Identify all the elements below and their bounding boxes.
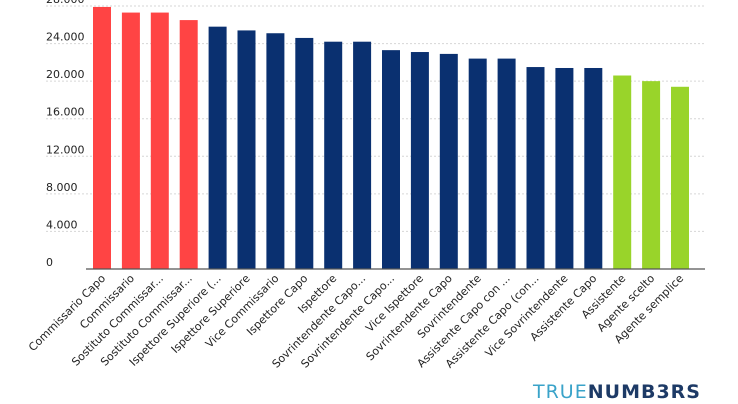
bar: [410, 52, 429, 270]
bar: [468, 58, 487, 269]
bar: [295, 37, 314, 269]
y-tick-label: 20.000: [46, 68, 85, 81]
bar: [150, 12, 169, 269]
grid-lines: [46, 5, 705, 232]
bar: [497, 58, 516, 269]
bar: [584, 67, 603, 269]
bar: [237, 30, 256, 269]
y-tick-label: 12.000: [46, 143, 85, 156]
bar: [526, 67, 545, 269]
bar: [266, 33, 285, 269]
bar: [179, 20, 198, 270]
bar: [382, 50, 400, 270]
bars: [93, 6, 689, 270]
bar: [642, 81, 661, 270]
bar: [613, 75, 632, 269]
bar: [208, 26, 227, 269]
y-axis-ticks: 0 4.000 8.000 12.000 16.000 20.000 24.000 28.00…: [46, 0, 85, 269]
y-tick-label: 4.000: [46, 218, 78, 231]
y-tick-label: 8.000: [46, 181, 78, 194]
y-tick-label: 28.000: [46, 0, 85, 6]
y-tick-label: 0: [46, 256, 53, 269]
y-tick-label: 24.000: [46, 31, 85, 44]
y-tick-label: 16.000: [46, 106, 85, 119]
bar: [93, 6, 111, 269]
bar: [353, 41, 372, 269]
bar: [324, 41, 343, 269]
logo-text-true: TRUE: [533, 381, 588, 403]
bar: [671, 86, 689, 270]
logo-text-numbers: NUMB3RS: [587, 381, 701, 403]
bar: [555, 67, 574, 269]
bar: [439, 53, 458, 270]
bar: [121, 12, 140, 269]
truenumbers-logo: TRUENUMB3RS: [533, 380, 701, 404]
